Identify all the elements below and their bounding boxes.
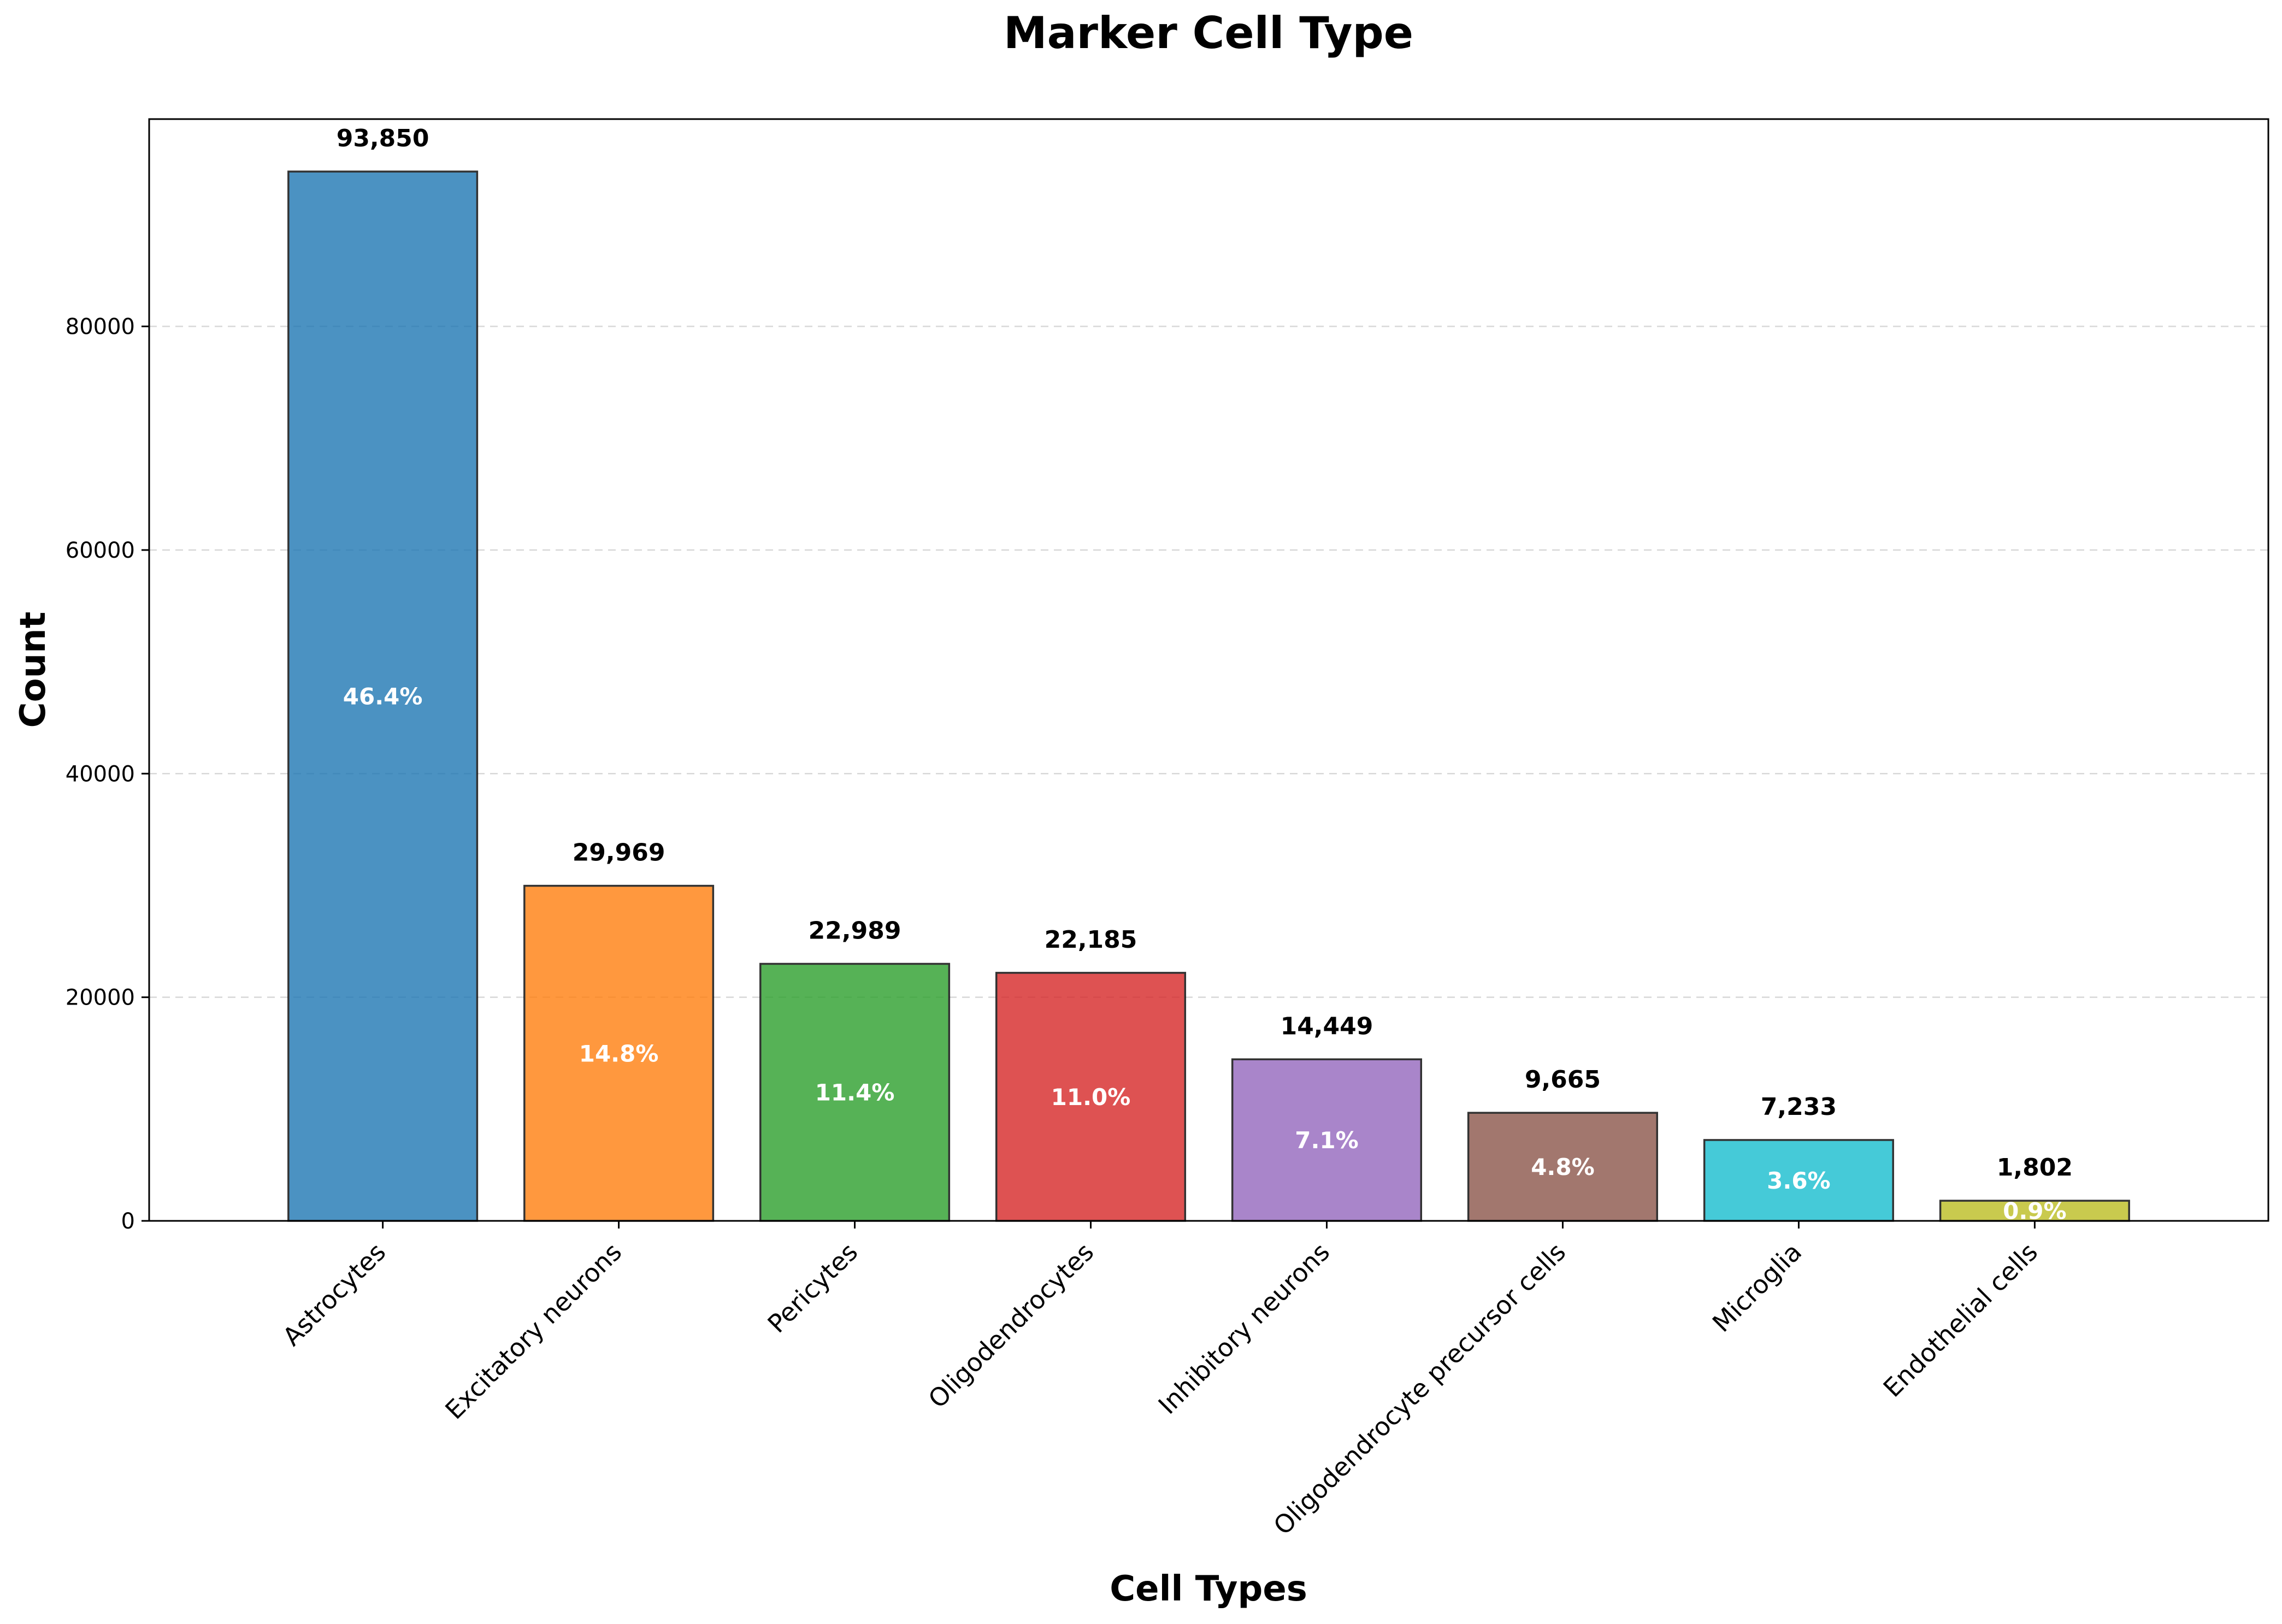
x-tick-label-endothelial-cells: Endothelial cells	[1878, 1237, 2044, 1403]
bar-astrocytes[interactable]	[287, 170, 479, 1222]
x-tick-label-oligodendrocyte-precursor-cells: Oligodendrocyte precursor cells	[1267, 1237, 1571, 1541]
chart-title: Marker Cell Type	[1004, 8, 1413, 58]
percent-label-excitatory-neurons: 14.8%	[579, 1040, 659, 1067]
bar-oligodendrocytes[interactable]	[995, 972, 1187, 1222]
y-tick-label: 0	[121, 1209, 135, 1234]
percent-label-astrocytes: 46.4%	[343, 683, 423, 710]
plot-frame	[148, 118, 2269, 1222]
y-axis-label: Count	[13, 612, 54, 728]
bars-layer: 93,850 46.4% 29,969 14.8% 22,989 11.4% 22,185 1…	[287, 125, 2130, 1225]
value-label-oligodendrocytes: 22,185	[1045, 926, 1137, 954]
y-tick-label: 20000	[66, 985, 135, 1011]
bar-oligodendrocyte-precursor-cells[interactable]	[1467, 1112, 1658, 1222]
y-tick-label: 60000	[66, 538, 135, 563]
y-axis: 0 20000 40000 60000 80000	[66, 315, 149, 1234]
x-tick-label-excitatory-neurons: Excitatory neurons	[439, 1237, 627, 1425]
x-axis-label: Cell Types	[1110, 1569, 1307, 1609]
x-axis: Astrocytes Excitatory neurons Pericytes Oli…	[277, 1221, 2043, 1540]
percent-label-pericytes: 11.4%	[815, 1079, 895, 1106]
bar-excitatory-neurons[interactable]	[523, 884, 715, 1222]
x-tick-label-inhibitory-neurons: Inhibitory neurons	[1153, 1237, 1336, 1420]
bar-pericytes[interactable]	[759, 962, 951, 1222]
y-tick-label: 80000	[66, 315, 135, 340]
bar-inhibitory-neurons[interactable]	[1231, 1058, 1423, 1222]
bar-endothelial-cells[interactable]	[1939, 1200, 2130, 1222]
percent-label-endothelial-cells: 0.9%	[2003, 1198, 2066, 1225]
percent-label-oligodendrocytes: 11.0%	[1051, 1084, 1131, 1111]
y-tick-label: 40000	[66, 761, 135, 787]
x-tick-label-oligodendrocytes: Oligodendrocytes	[923, 1237, 1100, 1414]
x-tick-label-astrocytes: Astrocytes	[277, 1237, 392, 1352]
x-tick-label-pericytes: Pericytes	[762, 1237, 863, 1339]
value-label-oligodendrocyte-precursor-cells: 9,665	[1525, 1066, 1601, 1094]
percent-label-microglia: 3.6%	[1767, 1167, 1830, 1194]
value-label-excitatory-neurons: 29,969	[573, 839, 665, 867]
value-label-astrocytes: 93,850	[337, 125, 429, 152]
value-label-endothelial-cells: 1,802	[1997, 1154, 2073, 1182]
x-tick-label-microglia: Microglia	[1707, 1237, 1807, 1338]
value-label-pericytes: 22,989	[809, 917, 901, 944]
value-label-microglia: 7,233	[1761, 1093, 1837, 1121]
percent-label-oligodendrocyte-precursor-cells: 4.8%	[1531, 1154, 1594, 1180]
value-label-inhibitory-neurons: 14,449	[1281, 1012, 1373, 1040]
percent-label-inhibitory-neurons: 7.1%	[1295, 1127, 1358, 1154]
